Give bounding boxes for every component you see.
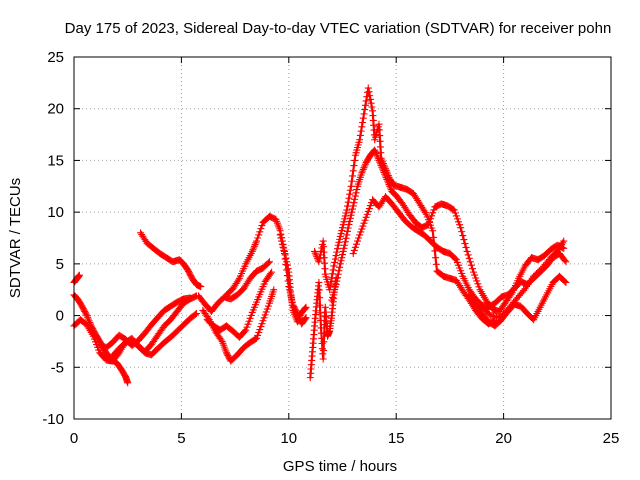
series-track-f bbox=[137, 229, 205, 291]
y-tick-label: 25 bbox=[47, 49, 64, 66]
series-track-n bbox=[328, 146, 568, 315]
series-track-a bbox=[70, 271, 83, 286]
series-track-k bbox=[276, 231, 310, 328]
plot-series bbox=[70, 84, 570, 387]
series-line bbox=[309, 277, 338, 379]
series-line bbox=[330, 149, 565, 313]
series-track-q bbox=[478, 237, 568, 322]
plot-frame bbox=[73, 56, 612, 420]
series-line bbox=[111, 312, 198, 357]
series-line bbox=[201, 288, 275, 363]
x-tick-label: 15 bbox=[388, 430, 405, 447]
series-line bbox=[468, 275, 567, 327]
series-line bbox=[98, 296, 192, 349]
y-tick-label: -5 bbox=[51, 359, 64, 376]
x-axis: 0 5 10 15 20 25 bbox=[70, 57, 620, 447]
series-track-i bbox=[195, 258, 273, 315]
y-tick-label: 10 bbox=[47, 204, 64, 221]
series-line bbox=[279, 233, 308, 325]
x-tick-label: 25 bbox=[603, 430, 620, 447]
series-line bbox=[206, 271, 273, 339]
series-line bbox=[139, 231, 202, 288]
y-tick-label: 0 bbox=[56, 308, 64, 325]
y-axis: -10 -5 0 5 10 15 20 25 bbox=[42, 49, 611, 428]
y-tick-label: 20 bbox=[47, 101, 64, 118]
y-tick-label: -10 bbox=[42, 411, 64, 428]
series-track-h bbox=[203, 268, 276, 341]
y-tick-label: 5 bbox=[56, 256, 64, 273]
series-track-l bbox=[306, 274, 340, 382]
x-tick-label: 0 bbox=[70, 430, 78, 447]
series-track-e bbox=[109, 310, 200, 360]
x-tick-label: 5 bbox=[177, 430, 185, 447]
chart-title: Day 175 of 2023, Sidereal Day-to-day VTE… bbox=[65, 20, 612, 37]
x-tick-label: 10 bbox=[280, 430, 297, 447]
x-tick-label: 20 bbox=[495, 430, 512, 447]
series-line bbox=[197, 260, 271, 313]
x-axis-label: GPS time / hours bbox=[283, 458, 397, 475]
series-track-d bbox=[96, 294, 194, 352]
series-line bbox=[72, 274, 81, 284]
grid bbox=[74, 57, 611, 419]
series-line bbox=[481, 240, 565, 319]
y-axis-label: SDTVAR / TECUs bbox=[7, 178, 24, 298]
series-line bbox=[225, 215, 308, 323]
y-tick-label: 15 bbox=[47, 152, 64, 169]
series-track-o bbox=[349, 193, 570, 311]
